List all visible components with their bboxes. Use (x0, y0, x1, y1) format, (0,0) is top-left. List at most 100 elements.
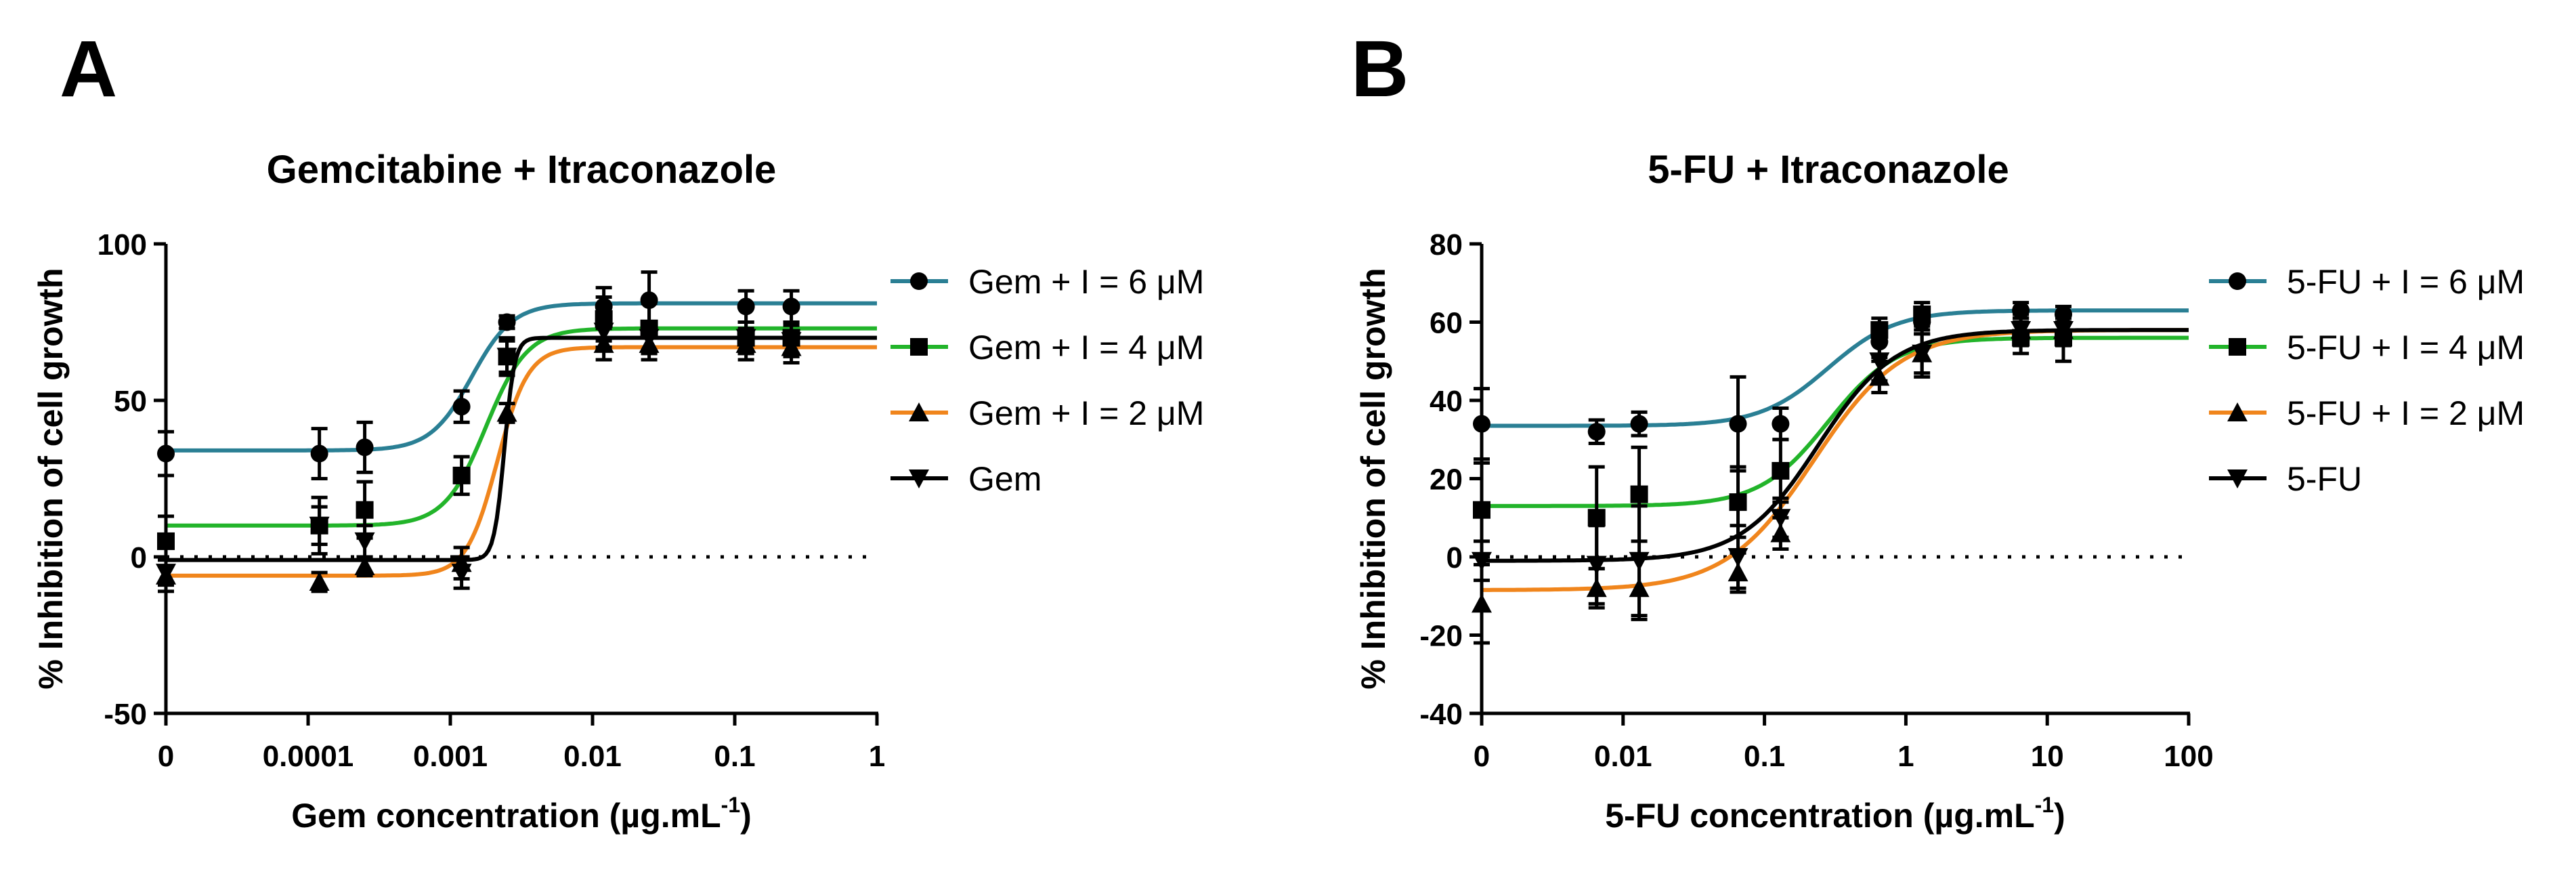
chart-a-x-tick-label: 0.01 (563, 740, 622, 773)
chart-b-series-3-point (1629, 551, 1650, 571)
chart-a-y-tick-label: 0 (131, 541, 147, 574)
chart-b-series-1-point (1729, 493, 1747, 511)
chart-b-x-tick-label: 100 (2164, 740, 2213, 773)
chart-b-series-2-point (1472, 593, 1492, 613)
chart-b-series-3-point (1869, 352, 1890, 372)
chart-b-legend-marker (2227, 402, 2248, 421)
chart-a-y-axis-label: % Inhibition of cell growth (32, 268, 70, 689)
chart-b-series-1-point (1913, 305, 1931, 323)
chart-b-series-3-point (1912, 344, 1933, 364)
chart-b-series-1-point (1587, 509, 1606, 527)
chart-a-series-1-point (157, 532, 175, 550)
chart-b-y-axis-label: % Inhibition of cell growth (1354, 268, 1392, 689)
chart-a-legend-marker (909, 469, 929, 488)
chart-a-series-3-point (735, 329, 756, 348)
chart-b-y-tick-label: 40 (1430, 385, 1463, 418)
chart-a-series-2-point (354, 556, 375, 575)
chart-a-series-2-point (309, 571, 330, 591)
chart-b-series-1-point (1630, 485, 1648, 503)
chart-b-y-tick-label: 60 (1430, 307, 1463, 340)
chart-a-series-3-point (781, 332, 802, 352)
chart-b-series-3-point (2053, 321, 2074, 341)
chart-a-legend-label: Gem (968, 460, 1042, 498)
panel-letter-a: A (60, 24, 117, 114)
chart-b-x-tick-label: 0.01 (1594, 740, 1652, 773)
chart-a-series-3-point (496, 348, 517, 367)
chart-b-series-1-point (1473, 501, 1490, 519)
chart-b-legend-label: 5-FU + I = 2 μM (2287, 394, 2525, 432)
chart-a-legend-item-1: Gem + I = 4 μM (890, 329, 1204, 367)
chart-a-legend-marker (910, 272, 928, 290)
chart-a-y-tick-label: 50 (114, 385, 147, 418)
chart-a: -50 0 50 100 0 0.0001 0.001 0.01 0.1 1 % Inhibitio… (32, 228, 1204, 835)
chart-b-series-0-point (1772, 415, 1790, 433)
chart-a-legend-label: Gem + I = 2 μM (968, 394, 1204, 432)
chart-a-series-2-point (496, 402, 517, 422)
chart-b-y-tick-label: 0 (1446, 541, 1463, 574)
chart-a-legend-label: Gem + I = 6 μM (968, 263, 1204, 301)
chart-b-legend-label: 5-FU (2287, 460, 2362, 498)
chart-a-series-1-point (356, 501, 374, 519)
chart-title-a: Gemcitabine + Itraconazole (267, 148, 777, 192)
chart-b-legend-marker (2229, 338, 2246, 356)
chart-a-y-tick-label: -50 (104, 698, 147, 731)
chart-a-x-tick-label: 0 (158, 740, 174, 773)
chart-a-x-tick-label: 0.001 (413, 740, 488, 773)
chart-b: -40 -20 0 20 40 60 80 0 0.01 0.1 1 10 100 % Inhibitio… (1354, 228, 2525, 835)
chart-b-legend-item-3: 5-FU (2209, 460, 2362, 498)
chart-b-series-0-point (1587, 423, 1606, 441)
chart-b-x-axis-label: 5-FU concentration (µg.mL-1) (1605, 793, 2065, 835)
chart-a-legend-item-2: Gem + I = 2 μM (890, 394, 1204, 432)
chart-title-b: 5-FU + Itraconazole (1648, 148, 2009, 192)
chart-b-y-tick-label: -20 (1419, 620, 1463, 653)
chart-b-series-2-fit-curve (1482, 328, 2189, 592)
chart-a-series-3-point (354, 532, 375, 551)
chart-b-legend-label: 5-FU + I = 4 μM (2287, 329, 2525, 367)
chart-a-series-1-point (452, 466, 471, 484)
chart-b-legend-marker (2227, 469, 2248, 488)
chart-a-series-0-fit-curve (166, 301, 877, 453)
chart-b-series-1-point (1772, 461, 1790, 480)
chart-b-y-tick-label: 20 (1430, 463, 1463, 497)
chart-b-x-tick-label: 0.1 (1744, 740, 1785, 773)
chart-b-legend-item-0: 5-FU + I = 6 μM (2209, 263, 2525, 301)
chart-a-series-3-fit-curve (166, 335, 877, 562)
chart-a-series-3-point (593, 322, 614, 342)
chart-b-legend-item-1: 5-FU + I = 4 μM (2209, 329, 2525, 367)
chart-b-series-3-point (1472, 551, 1492, 571)
chart-b-series-0-point (1729, 415, 1747, 433)
chart-a-legend-label: Gem + I = 4 μM (968, 329, 1204, 367)
chart-b-series-0-fit-curve (1482, 308, 2189, 428)
chart-a-series-0-point (498, 313, 516, 331)
chart-a-series-1-fit-curve (166, 326, 877, 528)
chart-a-x-tick-label: 0.1 (714, 740, 755, 773)
chart-b-series-0-point (1630, 415, 1648, 433)
chart-a-legend-item-3: Gem (890, 460, 1042, 498)
chart-a-series-0-point (310, 444, 328, 463)
chart-b-x-tick-label: 0 (1474, 740, 1490, 773)
chart-a-series-3-point (309, 516, 330, 536)
chart-b-series-3-point (1770, 509, 1791, 528)
chart-b-legend-marker (2229, 272, 2246, 290)
chart-a-legend-marker (909, 402, 929, 421)
chart-a-y-tick-label: 100 (98, 228, 147, 262)
chart-a-x-axis-label: Gem concentration (µg.mL-1) (291, 793, 752, 835)
chart-b-y-tick-label: -40 (1419, 698, 1463, 731)
chart-b-legend-label: 5-FU + I = 6 μM (2287, 263, 2525, 301)
chart-a-series-0-point (452, 398, 471, 416)
chart-a-series-3-point (639, 329, 660, 348)
chart-a-series-3-point (451, 564, 472, 583)
chart-b-series-3-point (2011, 321, 2032, 341)
chart-a-series-0-point (737, 297, 755, 316)
chart-b-series-0-point (1473, 415, 1490, 433)
chart-a-x-tick-label: 1 (869, 740, 885, 773)
chart-b-series-3-point (1586, 556, 1607, 575)
chart-b-series-3-point (1727, 548, 1748, 567)
chart-a-legend-marker (910, 338, 928, 356)
chart-b-series-1-point (1870, 321, 1889, 339)
chart-a-legend-item-0: Gem + I = 6 μM (890, 263, 1204, 301)
chart-a-series-0-point (356, 438, 374, 457)
chart-b-y-tick-label: 80 (1430, 228, 1463, 262)
chart-b-x-tick-label: 1 (1897, 740, 1914, 773)
